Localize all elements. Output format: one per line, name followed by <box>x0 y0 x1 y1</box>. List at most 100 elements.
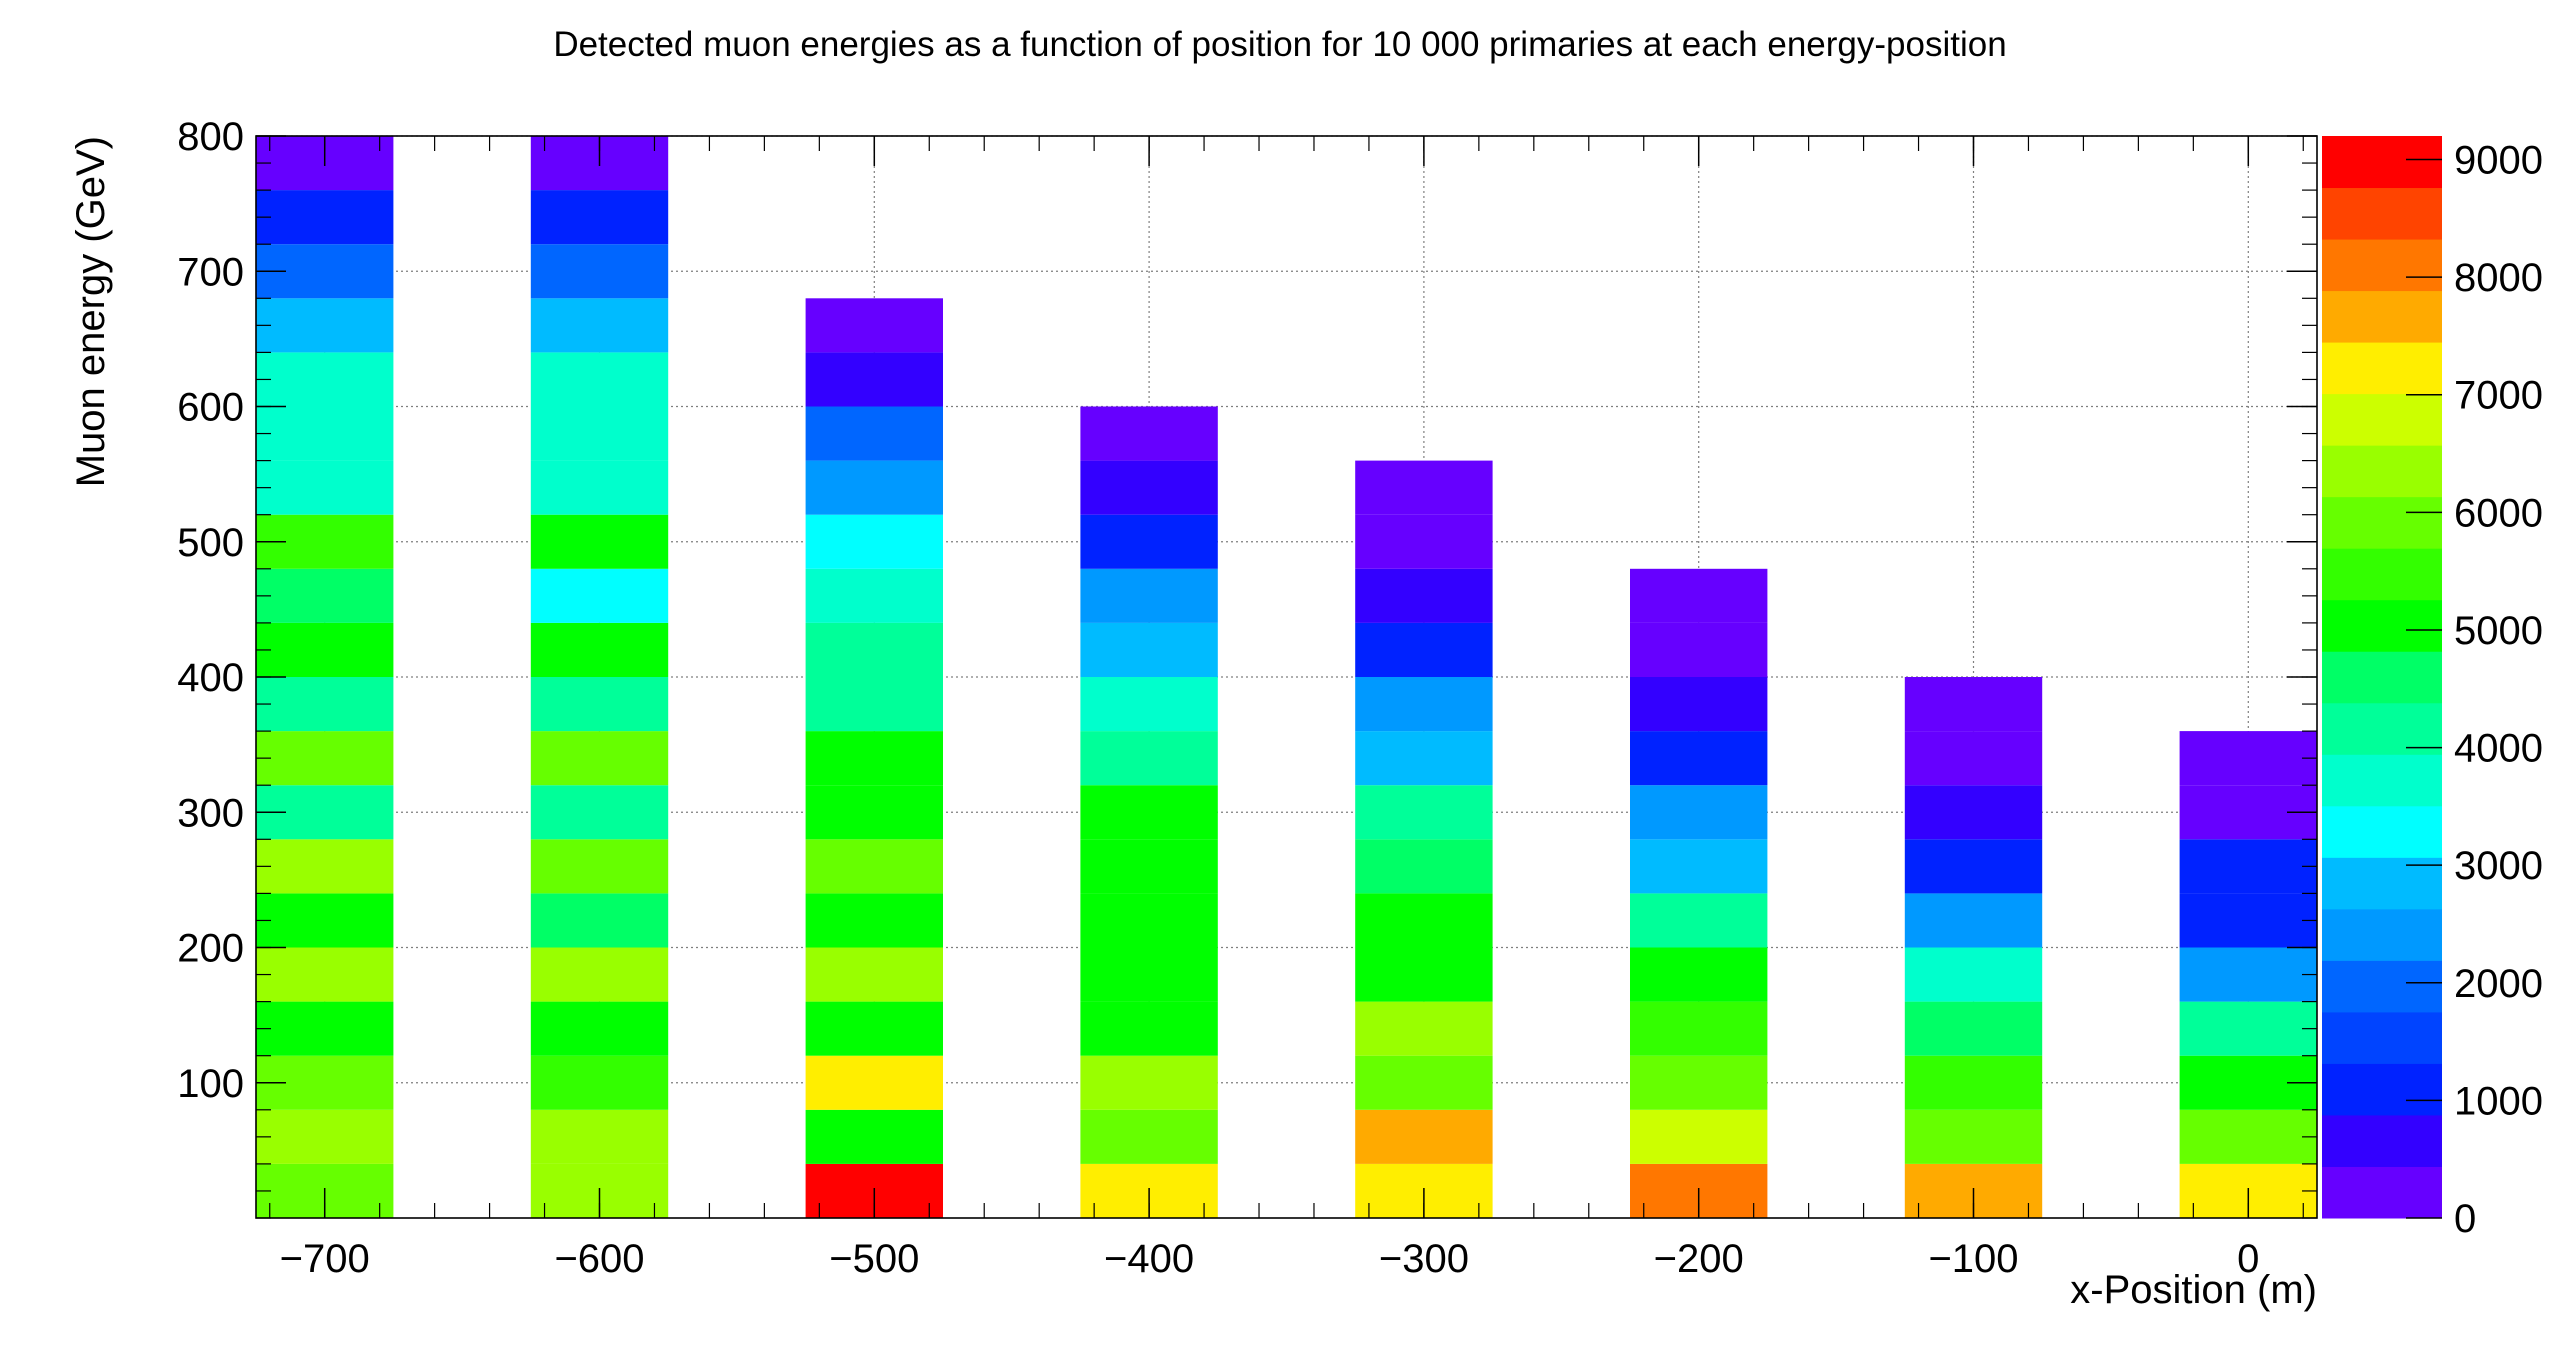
x-tick-label: −300 <box>1379 1237 1469 1281</box>
color-scale-band <box>2322 857 2442 910</box>
heatmap-cell <box>805 622 943 677</box>
color-scale-band <box>2322 754 2442 807</box>
heatmap-cell <box>2179 947 2317 1002</box>
heatmap-cell <box>1630 893 1768 948</box>
heatmap-cell <box>530 839 669 894</box>
heatmap-cell <box>805 893 943 948</box>
heatmap-cell <box>256 677 394 732</box>
heatmap-cell <box>2179 839 2317 894</box>
color-scale-band <box>2322 290 2442 343</box>
heatmap-cell <box>805 1109 943 1164</box>
heatmap-cell <box>1355 568 1493 623</box>
x-axis-title: x-Position (m) <box>2070 1268 2317 1312</box>
heatmap-cell <box>530 352 669 407</box>
heatmap-cell <box>1355 947 1493 1002</box>
heatmap-cell <box>530 677 669 732</box>
color-scale-label: 7000 <box>2454 374 2543 418</box>
heatmap-cell <box>805 298 943 353</box>
color-scale-band <box>2322 187 2442 240</box>
heatmap-cell <box>805 460 943 515</box>
heatmap-cell <box>1630 731 1768 786</box>
heatmap-cell <box>530 1109 669 1164</box>
heatmap-cell <box>1355 785 1493 840</box>
color-scale-label: 6000 <box>2454 491 2543 535</box>
heatmap-cell <box>256 568 394 623</box>
color-scale-label: 8000 <box>2454 256 2543 300</box>
heatmap-cell <box>1904 1109 2043 1164</box>
color-scale-band <box>2322 960 2442 1013</box>
heatmap-cell <box>805 1055 943 1110</box>
chart-title: Detected muon energies as a function of … <box>553 25 2006 64</box>
heatmap-cell <box>805 947 943 1002</box>
heatmap-cell <box>1904 839 2043 894</box>
color-scale-band <box>2322 496 2442 549</box>
heatmap-cell <box>1630 947 1768 1002</box>
heatmap-cell <box>1904 1055 2043 1110</box>
color-scale-band <box>2322 908 2442 961</box>
color-scale-label: 3000 <box>2454 844 2543 888</box>
color-scale-band <box>2322 548 2442 601</box>
color-scale-band <box>2322 651 2442 704</box>
heatmap-cell <box>1355 1055 1493 1110</box>
heatmap-cell <box>1355 893 1493 948</box>
heatmap-cell <box>1904 947 2043 1002</box>
y-tick-label: 600 <box>177 386 244 430</box>
heatmap-cell <box>256 298 394 353</box>
heatmap-cell <box>1630 839 1768 894</box>
x-tick-label: −600 <box>554 1237 644 1281</box>
heatmap-cell <box>805 731 943 786</box>
heatmap-cell <box>1904 1001 2043 1056</box>
heatmap-cell <box>1904 893 2043 948</box>
heatmap-cell <box>530 514 669 569</box>
heatmap-cell <box>530 568 669 623</box>
x-tick-label: 0 <box>2237 1237 2259 1281</box>
color-scale-label: 9000 <box>2454 139 2543 183</box>
heatmap-cell <box>805 568 943 623</box>
color-scale-band <box>2322 239 2442 292</box>
color-scale-band <box>2322 393 2442 446</box>
heatmap-cell <box>1630 622 1768 677</box>
color-scale-band <box>2322 445 2442 498</box>
heatmap-cell <box>530 1001 669 1056</box>
x-tick-label: −200 <box>1654 1237 1744 1281</box>
y-tick-label: 100 <box>177 1062 244 1106</box>
heatmap-cell <box>1630 1109 1768 1164</box>
y-tick-label: 200 <box>177 927 244 971</box>
x-tick-label: −700 <box>280 1237 370 1281</box>
heatmap-cell <box>2179 731 2317 786</box>
heatmap-cell <box>1355 1109 1493 1164</box>
heatmap-cell <box>256 1109 394 1164</box>
heatmap-cell <box>1080 785 1218 840</box>
heatmap-cell <box>1080 731 1218 786</box>
heatmap-cell <box>1355 1001 1493 1056</box>
heatmap-cell <box>805 406 943 461</box>
color-scale-band <box>2322 599 2442 652</box>
heatmap-cell <box>805 785 943 840</box>
heatmap-cell <box>1080 893 1218 948</box>
x-tick-label: −500 <box>829 1237 919 1281</box>
y-tick-label: 300 <box>177 791 244 835</box>
heatmap-cell <box>1355 622 1493 677</box>
heatmap-cell <box>1630 1001 1768 1056</box>
y-tick-label: 700 <box>177 250 244 294</box>
heatmap-cell <box>1904 731 2043 786</box>
heatmap-cell <box>1904 785 2043 840</box>
heatmap-cell <box>1080 947 1218 1002</box>
color-scale-band <box>2322 1011 2442 1064</box>
heatmap-cell <box>1355 514 1493 569</box>
color-scale-label: 2000 <box>2454 962 2543 1006</box>
heatmap-cell <box>805 352 943 407</box>
heatmap-cell <box>256 190 394 245</box>
heatmap-cell <box>530 406 669 461</box>
heatmap-cell <box>530 298 669 353</box>
heatmap-cell <box>1904 677 2043 732</box>
heatmap-cell <box>1355 839 1493 894</box>
color-scale-band <box>2322 1166 2442 1219</box>
heatmap-cell <box>805 677 943 732</box>
heatmap-cell <box>530 947 669 1002</box>
color-scale-label: 0 <box>2454 1197 2476 1241</box>
heatmap-cell <box>805 839 943 894</box>
y-tick-label: 400 <box>177 656 244 700</box>
heatmap-cell <box>530 893 669 948</box>
color-scale-label: 4000 <box>2454 727 2543 771</box>
